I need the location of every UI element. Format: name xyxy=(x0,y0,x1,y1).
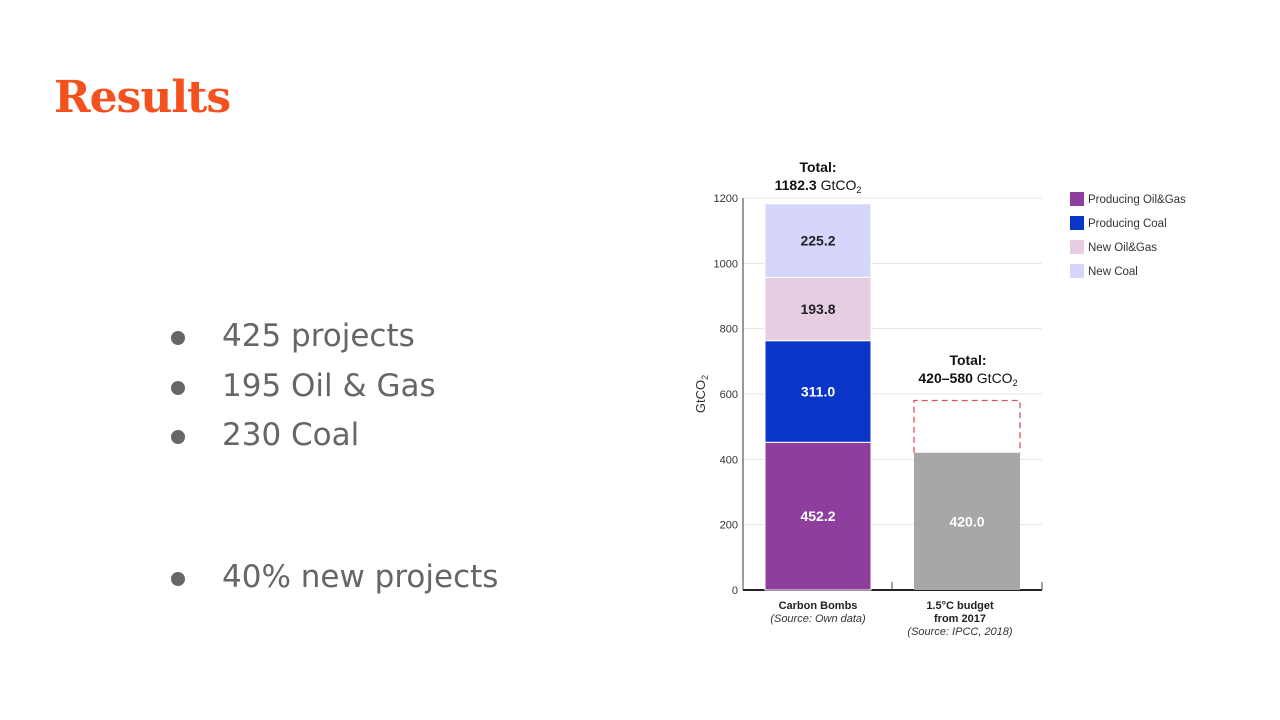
x-category-label: 1.5°C budget xyxy=(926,600,994,612)
data-label: 452.2 xyxy=(800,508,835,524)
bullet-dot xyxy=(171,572,185,586)
bullet-text: 40% new projects xyxy=(222,559,499,595)
data-label: 420.0 xyxy=(949,513,984,529)
legend-swatch xyxy=(1070,240,1084,254)
legend-label: Producing Coal xyxy=(1088,218,1167,230)
bullet-item: 230 Coal xyxy=(170,411,436,461)
total-label-line2: 1182.3 GtCO2 xyxy=(775,177,862,195)
total-label-line1: Total: xyxy=(799,159,836,175)
data-label: 193.8 xyxy=(800,301,835,317)
bullet-item: 425 projects xyxy=(170,312,436,362)
total-label-line1: Total: xyxy=(949,352,986,368)
bullet-list-secondary: 40% new projects xyxy=(170,553,498,603)
y-tick-label: 1200 xyxy=(714,193,738,205)
legend-label: New Oil&Gas xyxy=(1088,242,1157,254)
y-tick-label: 200 xyxy=(720,520,738,532)
legend-swatch xyxy=(1070,216,1084,230)
x-category-source: (Source: Own data) xyxy=(770,613,866,625)
bullet-text: 425 projects xyxy=(222,318,415,354)
budget-bar xyxy=(914,452,1020,590)
slide-title: Results xyxy=(54,72,231,123)
bullet-list: 425 projects 195 Oil & Gas 230 Coal xyxy=(170,312,436,461)
bullet-dot xyxy=(171,430,185,444)
bar-segment xyxy=(764,340,872,443)
bullet-item: 195 Oil & Gas xyxy=(170,362,436,412)
y-tick-label: 600 xyxy=(720,389,738,401)
bullet-text: 195 Oil & Gas xyxy=(222,367,436,404)
budget-range-outline xyxy=(913,399,1021,453)
chart: 0 200 400 600 800 1000 1200 GtCO2 452.2 311.0 193.… xyxy=(680,150,1240,650)
x-category-label: from 2017 xyxy=(934,613,986,625)
legend-label: New Coal xyxy=(1088,266,1138,278)
data-label: 225.2 xyxy=(800,233,835,249)
total-label-line2: 420–580 GtCO2 xyxy=(918,370,1017,388)
x-category-label: Carbon Bombs xyxy=(779,600,858,612)
y-tick-label: 800 xyxy=(720,324,738,336)
bullet-text: 230 Coal xyxy=(222,417,360,453)
legend-swatch xyxy=(1070,192,1084,206)
bullet-item: 40% new projects xyxy=(170,553,498,603)
bar-segment xyxy=(764,203,872,278)
legend-label: Producing Oil&Gas xyxy=(1088,194,1186,206)
y-tick-label: 1000 xyxy=(714,258,738,270)
x-category-source: (Source: IPCC, 2018) xyxy=(907,626,1012,638)
bullet-dot xyxy=(171,331,185,345)
bullet-dot xyxy=(171,380,185,395)
bar-segment xyxy=(764,441,872,591)
y-axis-label: GtCO2 xyxy=(693,375,710,413)
data-label: 311.0 xyxy=(801,383,835,399)
y-tick-label: 400 xyxy=(720,454,738,466)
bar-segment xyxy=(764,276,872,342)
legend-swatch xyxy=(1070,264,1084,278)
y-tick-label: 0 xyxy=(732,585,738,597)
stacked-bar-chart: 0 200 400 600 800 1000 1200 GtCO2 452.2 311.0 193.… xyxy=(693,159,1186,638)
